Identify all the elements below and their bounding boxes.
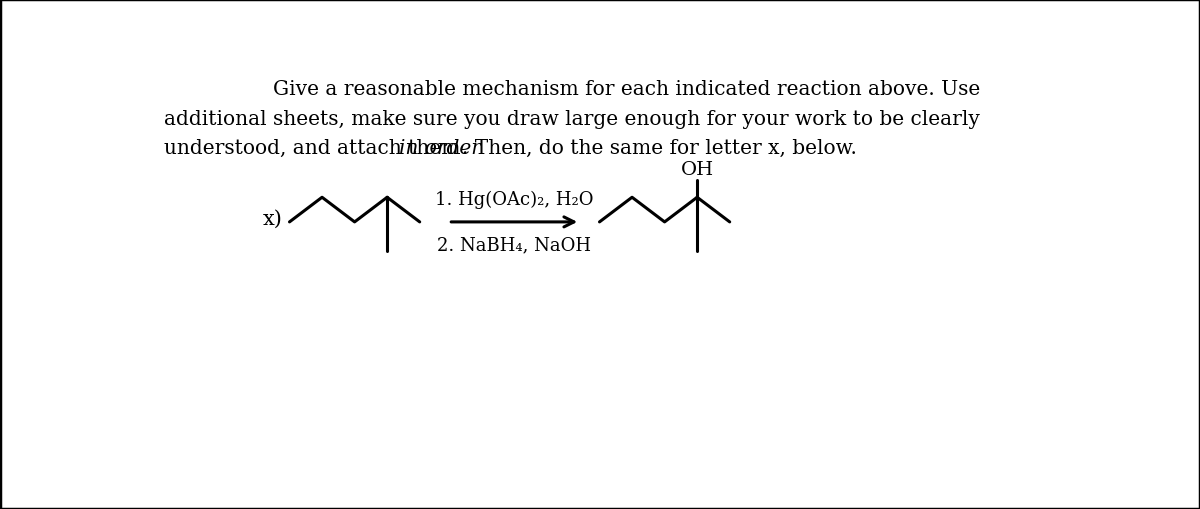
Text: additional sheets, make sure you draw large enough for your work to be clearly: additional sheets, make sure you draw la…: [164, 109, 980, 128]
Text: OH: OH: [680, 160, 714, 178]
Text: in order: in order: [398, 138, 480, 158]
Text: 1. Hg(OAc)₂, H₂O: 1. Hg(OAc)₂, H₂O: [436, 190, 594, 209]
Text: x): x): [263, 209, 282, 228]
Text: . Then, do the same for letter x, below.: . Then, do the same for letter x, below.: [462, 138, 857, 158]
Text: 2. NaBH₄, NaOH: 2. NaBH₄, NaOH: [437, 236, 592, 254]
Text: Give a reasonable mechanism for each indicated reaction above. Use: Give a reasonable mechanism for each ind…: [274, 80, 980, 99]
Text: understood, and attach them: understood, and attach them: [164, 138, 467, 158]
